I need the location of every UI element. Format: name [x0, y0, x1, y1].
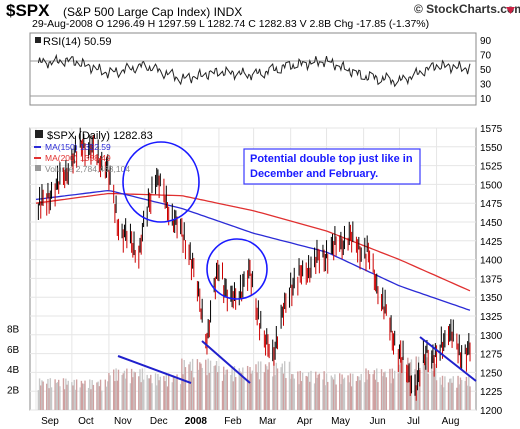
ticker-symbol: $SPX — [6, 1, 50, 20]
rsi-tick: 50 — [480, 65, 492, 76]
annotation-line-2: December and February. — [250, 168, 378, 180]
price-tick: 1450 — [480, 218, 503, 229]
x-label: 2008 — [185, 416, 208, 427]
legend: $SPX (Daily) 1282.83 MA(150) 1332.59 MA(… — [34, 130, 153, 174]
x-label: Jun — [370, 416, 386, 427]
price-bars — [37, 127, 471, 401]
x-label: Nov — [114, 416, 132, 427]
volume-bars — [37, 356, 471, 410]
legend-ma150: MA(150) 1332.59 — [45, 142, 111, 152]
legend-swatch-volume — [35, 165, 41, 171]
price-tick: 1350 — [480, 293, 503, 304]
rsi-panel: 10 30 50 70 90 RSI(14) 50.59 — [29, 32, 492, 106]
annotation-frame — [243, 148, 421, 185]
price-tick: 1400 — [480, 256, 503, 267]
trendline-nov-jan — [117, 355, 192, 384]
volume-tick: 6B — [7, 345, 20, 356]
quote-line: 29-Aug-2008 O 1296.49 H 1297.59 L 1282.7… — [32, 18, 430, 30]
index-full-name: (S&P 500 Large Cap Index) INDX — [63, 5, 242, 19]
price-panel: 1575 1550 1525 1500 1475 1450 1425 1400 1375 1350… — [7, 124, 503, 427]
volume-tick-labels: 2B 4B 6B 8B — [7, 324, 20, 396]
price-tick-labels: 1575 1550 1525 1500 1475 1450 1425 1400 1375 1350… — [480, 124, 503, 417]
rsi-tick: 30 — [480, 79, 492, 90]
circle-december-top — [122, 141, 200, 223]
price-tick: 1525 — [480, 162, 503, 173]
x-label: Aug — [442, 416, 460, 427]
rsi-frame — [29, 32, 477, 106]
x-label: Jul — [407, 416, 420, 427]
rsi-tick: 70 — [480, 51, 492, 62]
legend-price: $SPX (Daily) 1282.83 — [47, 130, 153, 142]
legend-ma200: MA(200) 1358.49 — [45, 153, 111, 163]
price-tick: 1425 — [480, 237, 503, 248]
index-name: (S&P 500 Large Cap Index) — [63, 5, 211, 19]
volume-tick: 2B — [7, 386, 20, 397]
trendline-jan-feb — [201, 340, 251, 384]
exchange-label: INDX — [213, 5, 243, 19]
source-logo[interactable]: © StockCharts.com — [414, 2, 520, 16]
x-label: May — [331, 416, 350, 427]
rsi-tick-labels: 10 30 50 70 90 — [480, 36, 492, 105]
legend-volume: Volume 2,784,463,104 — [45, 164, 130, 174]
rsi-legend-swatch — [35, 37, 41, 43]
circle-february-top — [206, 238, 268, 300]
x-label: Sep — [41, 416, 59, 427]
rsi-tick: 90 — [480, 36, 492, 47]
ma150-line — [35, 189, 471, 311]
rsi-line — [37, 53, 471, 88]
price-tick: 1225 — [480, 387, 503, 398]
source-down-icon[interactable] — [506, 7, 515, 15]
price-tick: 1200 — [480, 406, 503, 417]
ma200-line — [35, 192, 471, 292]
x-label: Apr — [297, 416, 313, 427]
trendline-jul-aug — [419, 336, 477, 382]
rsi-tick: 10 — [480, 94, 492, 105]
price-tick: 1250 — [480, 368, 503, 379]
volume-tick: 8B — [7, 324, 20, 335]
price-tick: 1275 — [480, 350, 503, 361]
x-label: Feb — [224, 416, 242, 427]
volume-tick: 4B — [7, 365, 20, 376]
rsi-label: RSI(14) 50.59 — [43, 36, 111, 48]
price-tick: 1325 — [480, 312, 503, 323]
price-tick: 1375 — [480, 274, 503, 285]
price-tick: 1575 — [480, 124, 503, 135]
price-tick: 1300 — [480, 331, 503, 342]
rsi-label-bg — [31, 34, 149, 47]
annotation-line-1: Potential double top just like in — [250, 153, 413, 165]
x-axis-labels: Sep Oct Nov Dec 2008 Feb Mar Apr May Jun Jul Aug — [41, 416, 459, 427]
legend-swatch-price — [35, 130, 43, 138]
x-label: Dec — [150, 416, 168, 427]
price-tick: 1550 — [480, 143, 503, 154]
price-tick: 1475 — [480, 199, 503, 210]
x-label: Oct — [78, 416, 94, 427]
annotation-box: Potential double top just like in Decemb… — [243, 148, 421, 185]
price-tick: 1500 — [480, 180, 503, 191]
x-label: Mar — [259, 416, 277, 427]
